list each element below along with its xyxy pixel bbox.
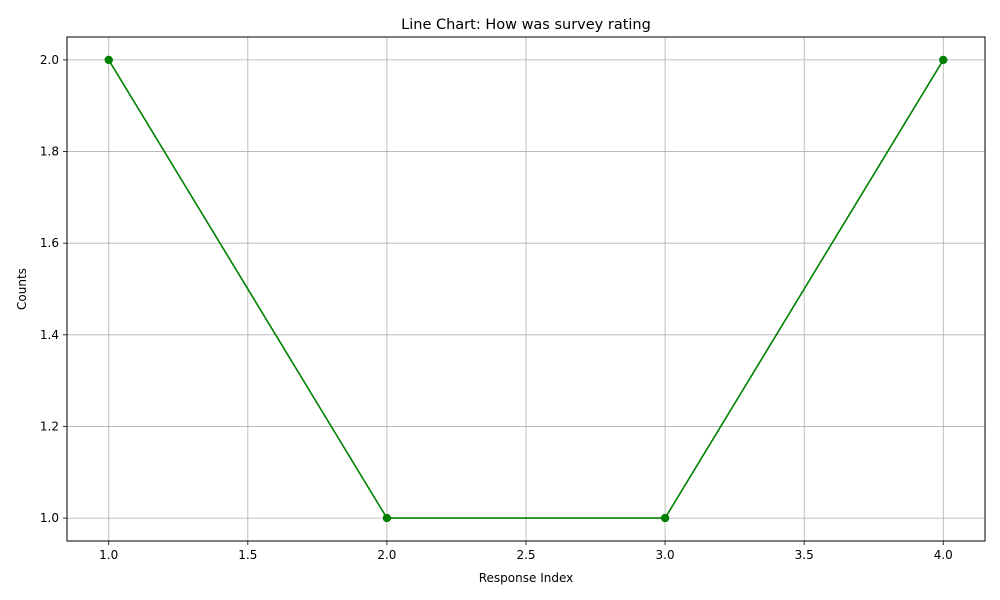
x-tick-label: 1.0 <box>99 548 118 562</box>
series-line <box>108 59 944 519</box>
x-tick-label: 2.5 <box>516 548 535 562</box>
x-tick-label: 3.0 <box>656 548 675 562</box>
data-point <box>939 55 948 65</box>
y-axis-label: Counts <box>15 268 29 310</box>
y-tick-label: 1.0 <box>40 511 59 525</box>
x-tick-label: 3.5 <box>795 548 814 562</box>
x-tick-label: 2.0 <box>377 548 396 562</box>
data-point <box>382 513 392 523</box>
data-point <box>104 55 113 65</box>
grid-layer <box>67 37 985 541</box>
x-tick-label: 1.5 <box>238 548 257 562</box>
chart-title: Line Chart: How was survey rating <box>401 17 651 33</box>
y-tick-label: 2.0 <box>40 53 59 67</box>
y-tick-label: 1.2 <box>40 419 59 433</box>
y-tick-label: 1.6 <box>40 236 59 250</box>
x-axis-label: Response Index <box>479 571 573 585</box>
tick-layer: 1.0 1.5 2.0 2.5 3.0 3.5 4.0 1.0 1.2 1.4 1.6 1.8 2.0 <box>40 53 953 562</box>
y-tick-label: 1.8 <box>40 145 59 159</box>
data-point <box>660 513 670 523</box>
x-tick-label: 4.0 <box>934 548 953 562</box>
y-tick-label: 1.4 <box>40 328 59 342</box>
series-layer <box>104 55 948 523</box>
